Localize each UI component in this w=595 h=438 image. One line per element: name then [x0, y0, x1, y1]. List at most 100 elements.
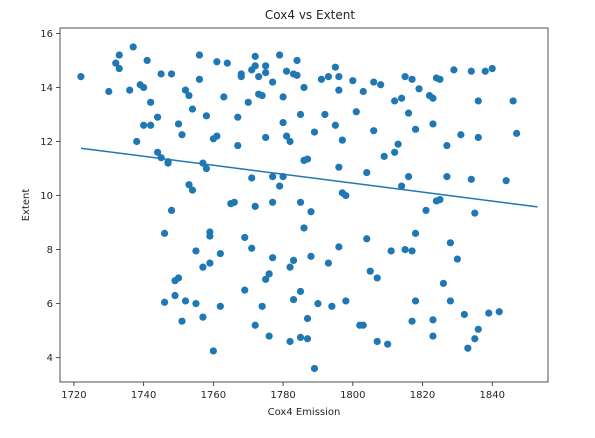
y-axis-label: Extent: [21, 189, 32, 222]
data-point: [241, 286, 249, 294]
data-point: [474, 325, 482, 333]
x-tick-label: 1840: [480, 390, 505, 401]
data-point: [160, 229, 169, 237]
data-point: [488, 64, 496, 73]
data-point: [296, 287, 305, 296]
data-point: [404, 173, 413, 181]
data-point: [269, 173, 277, 181]
data-point: [359, 87, 367, 96]
data-point: [77, 73, 85, 81]
data-point: [105, 87, 113, 96]
data-point: [199, 313, 207, 321]
data-point: [509, 97, 517, 105]
data-point: [335, 243, 343, 251]
data-point: [303, 335, 312, 343]
x-tick-label: 1740: [131, 390, 156, 401]
data-point: [422, 206, 430, 215]
data-point: [443, 141, 451, 150]
data-point: [269, 78, 277, 86]
data-point: [439, 279, 448, 287]
data-point: [140, 121, 148, 129]
data-point: [363, 168, 371, 177]
data-point: [373, 274, 381, 282]
data-point: [234, 141, 242, 150]
data-point: [129, 43, 137, 51]
data-point: [391, 148, 399, 156]
data-point: [188, 105, 197, 113]
data-point: [282, 67, 291, 75]
data-point: [481, 67, 489, 75]
plot-area: [59, 27, 549, 383]
data-point: [265, 270, 273, 278]
data-point: [154, 148, 162, 156]
data-point: [408, 247, 416, 255]
data-point: [160, 298, 169, 306]
data-point: [174, 274, 183, 282]
data-point: [387, 247, 395, 255]
data-point: [363, 235, 371, 243]
data-point: [248, 174, 256, 182]
data-point: [398, 94, 406, 102]
data-point: [331, 63, 339, 71]
data-point: [192, 247, 200, 255]
data-point: [436, 75, 444, 83]
data-point: [234, 113, 242, 121]
data-point: [192, 300, 200, 308]
data-point: [216, 302, 224, 310]
data-point: [467, 67, 475, 75]
x-axis-label: Cox4 Emission: [268, 407, 341, 418]
data-point: [286, 337, 294, 346]
data-point: [324, 73, 332, 81]
data-point: [411, 229, 420, 237]
data-point: [220, 93, 228, 101]
data-point: [174, 120, 183, 128]
data-point: [453, 255, 461, 263]
data-point: [436, 195, 444, 204]
data-point: [366, 267, 374, 275]
data-point: [244, 98, 252, 106]
data-point: [411, 297, 420, 305]
data-point: [307, 208, 315, 216]
data-point: [429, 94, 437, 102]
data-point: [147, 98, 155, 106]
data-point: [143, 56, 151, 65]
data-point: [178, 131, 186, 139]
data-point: [471, 335, 479, 343]
data-point: [126, 86, 134, 94]
y-axis: 4 6 8 10 12 14 16: [40, 29, 60, 364]
data-point: [373, 337, 381, 346]
data-point: [181, 86, 190, 94]
data-point: [258, 302, 266, 310]
data-point: [310, 364, 319, 373]
data-point: [178, 317, 186, 325]
data-point: [335, 73, 343, 81]
data-point: [342, 297, 350, 305]
data-point: [202, 112, 210, 120]
data-point: [450, 66, 458, 74]
data-point: [502, 177, 510, 185]
data-point: [467, 175, 475, 183]
data-point: [377, 81, 385, 89]
x-tick-label: 1800: [340, 390, 365, 401]
data-point: [167, 206, 176, 215]
data-point: [411, 125, 420, 133]
data-point: [314, 300, 322, 308]
data-point: [331, 121, 339, 129]
data-point: [279, 93, 287, 101]
x-axis: 1720 1740 1760 1780 1800 1820 1840: [61, 382, 505, 401]
y-tick-label: 14: [40, 83, 53, 94]
data-point: [195, 51, 204, 59]
data-point: [328, 302, 336, 310]
y-tick-label: 4: [47, 353, 53, 364]
data-point: [286, 137, 294, 146]
data-point: [446, 239, 454, 247]
data-point: [248, 244, 256, 252]
data-point: [443, 173, 451, 181]
data-points: [77, 43, 521, 373]
data-point: [296, 333, 305, 342]
x-tick-label: 1780: [270, 390, 295, 401]
data-point: [185, 181, 193, 189]
data-point: [213, 132, 221, 140]
data-point: [206, 259, 214, 267]
data-point: [185, 91, 193, 100]
